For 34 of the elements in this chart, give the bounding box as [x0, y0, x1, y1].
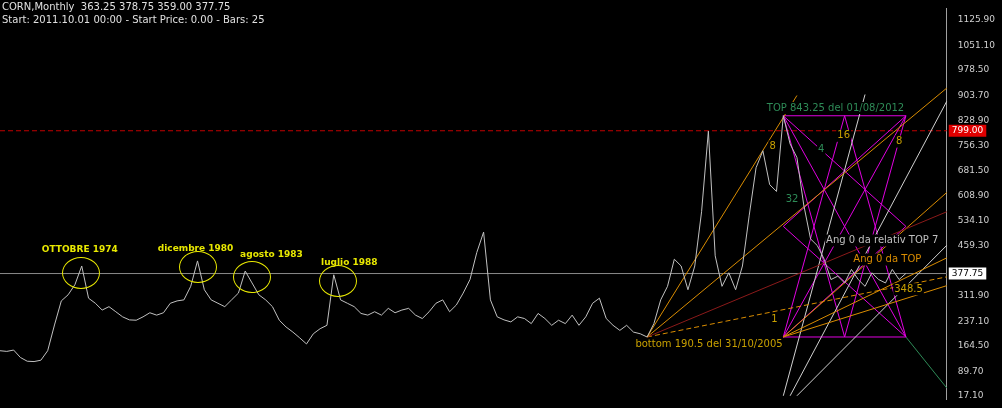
annotation: OTTOBRE 1974	[41, 244, 118, 255]
annotation: 32	[785, 192, 799, 204]
annotation: bottom 190.5 del 31/10/2005	[635, 337, 783, 349]
annotation: 348.5	[894, 282, 923, 294]
y-tick-label: 903.70	[957, 89, 990, 100]
ref-line-label: 799.00	[951, 125, 984, 136]
annotation: 8	[769, 139, 776, 151]
y-tick-label: 459.30	[957, 240, 990, 251]
y-tick-label: 237.10	[957, 315, 990, 326]
y-tick-label: 681.50	[957, 164, 990, 175]
y-tick-label: 534.10	[957, 214, 990, 225]
annotation: 1	[771, 312, 778, 324]
y-tick-label: 828.90	[957, 114, 990, 125]
annotation: TOP 843.25 del 01/08/2012	[765, 101, 905, 113]
y-tick-label: 1051.10	[957, 39, 996, 50]
y-tick-label: 164.50	[957, 340, 990, 351]
y-tick-label: 756.30	[957, 139, 990, 150]
y-tick-label: 608.90	[957, 189, 990, 200]
annotation: agosto 1983	[240, 249, 303, 260]
annotation: 16	[837, 129, 851, 141]
ref-line-label: 377.75	[951, 267, 984, 278]
annotation: Ang 0 da TOP	[853, 253, 922, 265]
y-tick-label: 89.70	[957, 365, 984, 376]
chart-title: CORN,Monthly 363.25 378.75 359.00 377.75	[2, 0, 231, 12]
annotation: 4	[818, 142, 825, 154]
annotation: 8	[895, 135, 903, 147]
y-tick-label: 1125.90	[957, 14, 996, 25]
y-tick-label: 978.50	[957, 64, 990, 75]
annotation: luglio 1988	[321, 256, 378, 267]
y-tick-label: 311.90	[957, 290, 990, 301]
y-tick-label: 17.10	[957, 390, 984, 401]
text: Start: 2011.10.01 00:00 - Start Price: 0.00 - Bars: 25	[2, 13, 265, 25]
annotation: Ang 0 da relativ TOP 7	[826, 233, 939, 245]
annotation: dicembre 1980	[157, 243, 234, 254]
